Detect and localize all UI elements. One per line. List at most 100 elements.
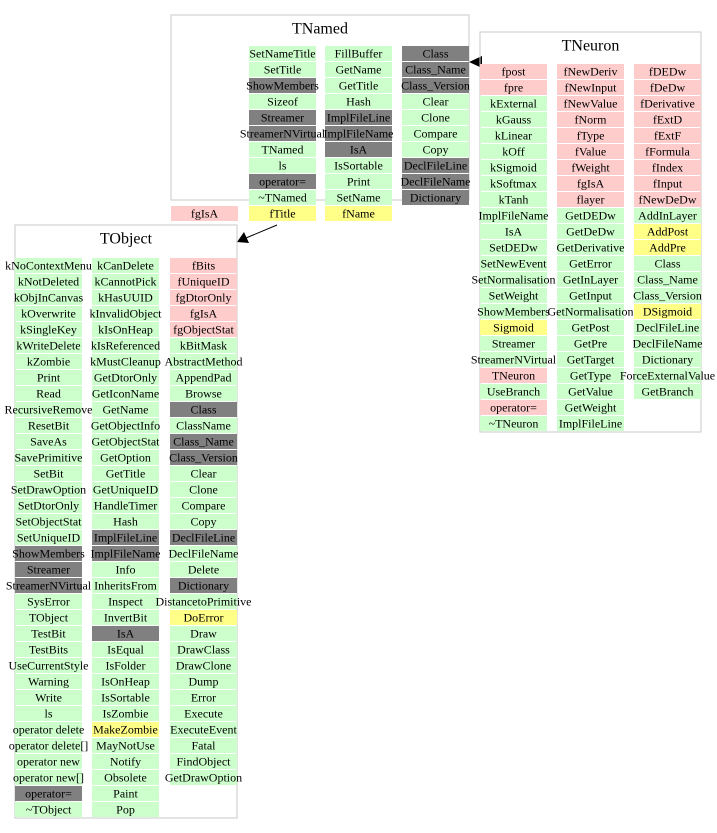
member-name: FindObject [177,754,232,768]
member-name: GetUniqueID [93,482,159,496]
member-cell [92,722,159,737]
member-name: IsEqual [107,642,144,656]
member-cell [249,190,316,205]
member-cell [170,674,237,689]
member-name: StreamerNVirtual [240,126,326,140]
member-cell [170,418,237,433]
member-cell [480,112,547,127]
member-cell [15,658,82,673]
member-name: operator new[] [13,770,84,784]
member-name: Streamer [27,562,70,576]
member-cell [170,258,237,273]
member-name: AddPre [649,240,686,254]
member-name: Print [347,174,371,188]
member-cell [92,466,159,481]
member-name: GetValue [568,384,613,398]
member-cell [325,62,392,77]
member-cell [15,338,82,353]
member-name: GetObjectInfo [91,418,160,432]
member-cell [402,78,469,93]
member-cell [170,690,237,705]
member-name: GetObjectStat [92,434,161,448]
member-cell [92,354,159,369]
member-name: SaveAs [30,434,67,448]
member-name: fExtF [654,128,682,142]
member-cell [557,240,624,255]
member-cell [170,546,237,561]
member-cell [92,690,159,705]
member-name: AppendPad [176,370,232,384]
member-cell [557,224,624,239]
member-name: ShowMembers [246,78,319,92]
member-name: SetName [337,190,381,204]
member-cell [15,258,82,273]
member-cell [480,384,547,399]
member-name: fgIsA [191,206,219,220]
member-name: MayNotUse [96,738,155,752]
member-name: GetOption [100,450,151,464]
member-cell [480,320,547,335]
member-name: Clear [191,466,217,480]
member-cell [402,110,469,125]
member-cell [557,384,624,399]
member-cell [325,110,392,125]
member-cell [634,240,701,255]
member-name: AddPost [647,224,689,238]
member-name: GetName [336,62,382,76]
member-name: DeclFileName [633,336,703,350]
member-cell [170,498,237,513]
member-cell [557,272,624,287]
member-name: GetInLayer [563,272,618,286]
member-name: GetType [570,368,611,382]
member-name: TNeuron [492,368,535,382]
member-name: TestBit [31,626,66,640]
member-name: GetTarget [567,352,615,366]
member-name: Streamer [261,110,304,124]
member-name: flayer [577,192,605,206]
member-cell [170,466,237,481]
member-cell [325,174,392,189]
member-name: Clone [421,110,450,124]
member-cell [480,96,547,111]
member-cell [402,62,469,77]
member-name: SetNormalisation [472,272,556,286]
member-cell [557,288,624,303]
member-cell [480,336,547,351]
member-name: IsFolder [106,658,146,672]
inheritance-arrow [245,224,278,239]
member-cell [249,158,316,173]
member-name: Browse [185,386,222,400]
member-cell [557,80,624,95]
member-cell [249,142,316,157]
member-name: Hash [113,514,138,528]
member-cell [15,498,82,513]
member-name: fpre [504,80,523,94]
member-name: Sizeof [267,94,298,108]
member-name: ImplFileName [479,208,549,222]
member-cell [480,160,547,175]
member-cell [325,94,392,109]
member-name: ImplFileLine [327,110,390,124]
member-cell [249,94,316,109]
member-name: UseBranch [487,384,540,398]
member-name: GetDerivative [557,240,625,254]
member-cell [480,128,547,143]
member-name: GetPre [574,336,607,350]
member-cell [557,96,624,111]
member-name: IsSortable [334,158,383,172]
member-cell [170,658,237,673]
member-name: Clear [423,94,449,108]
member-name: operator delete [13,722,85,736]
member-name: fIndex [652,160,683,174]
member-name: kOff [502,144,524,158]
member-cell [92,322,159,337]
member-cell [15,450,82,465]
member-name: IsA [350,142,368,156]
member-name: Compare [414,126,458,140]
member-cell [15,434,82,449]
member-cell [92,386,159,401]
member-name: fpost [502,64,527,78]
member-name: DrawClone [176,658,231,672]
member-name: Copy [190,514,216,528]
member-name: DeclFileLine [636,320,699,334]
